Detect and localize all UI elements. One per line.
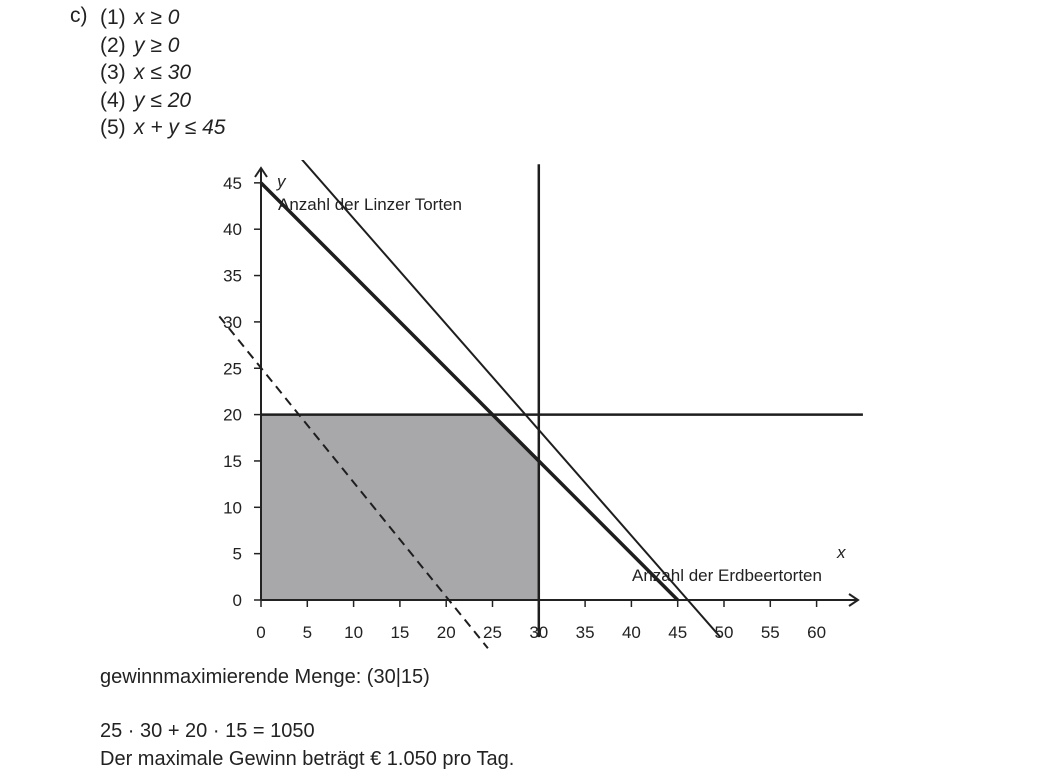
y-tick-label: 20	[223, 406, 242, 425]
x-tick-label: 60	[807, 623, 826, 642]
x-axis-label: Anzahl der Erdbeertorten	[632, 566, 822, 585]
y-tick-label: 30	[223, 313, 242, 332]
y-axis-variable: y	[276, 172, 287, 191]
constraint-expression: x + y ≤ 45	[134, 116, 226, 140]
y-tick-label: 5	[233, 545, 242, 564]
constraint-line	[301, 160, 722, 638]
constraint-list: (1) x ≥ 0 (2) y ≥ 0 (3) x ≤ 30 (4) y ≤ 20 (5…	[100, 4, 226, 142]
profit-text: Der maximale Gewinn beträgt € 1.050 pro …	[100, 748, 515, 770]
part-label: c)	[70, 4, 88, 27]
x-tick-label: 25	[483, 623, 502, 642]
constraint-number: (1)	[100, 6, 126, 29]
x-tick-label: 55	[761, 623, 780, 642]
constraint-number: (2)	[100, 33, 126, 57]
y-axis-label: Anzahl der Linzer Torten	[278, 195, 462, 214]
constraint-number: (4)	[100, 88, 126, 112]
x-tick-label: 50	[715, 623, 734, 642]
objective-line	[218, 315, 489, 649]
x-axis-arrow	[848, 593, 860, 607]
constraint-number: (3)	[100, 61, 126, 85]
constraint-item: (4) y ≤ 20	[100, 87, 226, 115]
optimum-text: gewinnmaximierende Menge: (30|15)	[100, 666, 430, 688]
y-axis-arrow	[254, 166, 268, 178]
y-tick-label: 25	[223, 359, 242, 378]
y-tick-label: 35	[223, 267, 242, 286]
x-tick-label: 20	[437, 623, 456, 642]
constraint-number: (5)	[100, 116, 126, 140]
feasible-region	[261, 414, 539, 600]
constraint-item: (2) y ≥ 0	[100, 32, 226, 60]
x-axis-variable: x	[836, 543, 846, 562]
y-tick-label: 45	[223, 174, 242, 193]
y-tick-label: 15	[223, 452, 242, 471]
y-tick-label: 0	[233, 591, 242, 610]
x-tick-label: 35	[576, 623, 595, 642]
x-tick-label: 45	[668, 623, 687, 642]
constraint-expression: x ≤ 30	[134, 61, 192, 85]
x-tick-label: 0	[256, 623, 265, 642]
x-tick-label: 30	[529, 623, 548, 642]
constraint-expression: y ≤ 20	[134, 88, 192, 112]
y-tick-label: 10	[223, 498, 242, 517]
x-tick-label: 15	[390, 623, 409, 642]
constraint-line	[259, 181, 679, 602]
x-tick-label: 5	[303, 623, 312, 642]
constraint-expression: x ≥ 0	[134, 6, 180, 29]
x-tick-label: 40	[622, 623, 641, 642]
constraint-expression: y ≥ 0	[134, 33, 180, 57]
constraint-item: (3) x ≤ 30	[100, 59, 226, 87]
calculation-text: 25 · 30 + 20 · 15 = 1050	[100, 720, 315, 742]
y-tick-label: 40	[223, 220, 242, 239]
constraint-item: (1) x ≥ 0	[100, 4, 226, 32]
constraint-item: (5) x + y ≤ 45	[100, 114, 226, 142]
x-tick-label: 10	[344, 623, 363, 642]
